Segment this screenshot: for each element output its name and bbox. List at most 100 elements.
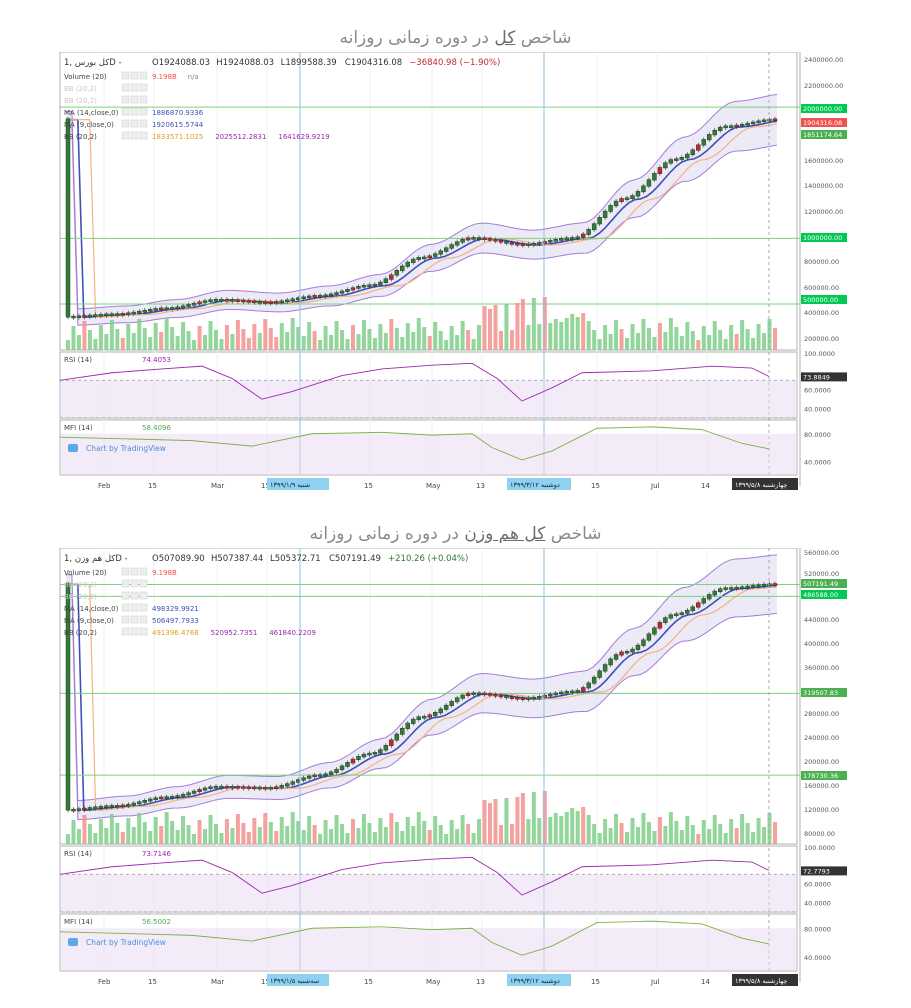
candle-body [361,284,367,288]
ohlc-value: C1904316.08 [345,58,402,68]
legend-control-icon [130,603,139,612]
candle-body [717,588,723,592]
volume-bar [126,324,131,350]
legend-label: BB (20,2) [64,97,97,105]
candle-body [630,195,635,199]
candle-body [433,712,438,716]
candle-body [104,805,109,808]
volume-bar [575,317,580,350]
volume-bar [208,321,213,350]
legend-control-icon [130,119,139,128]
volume-bar [564,318,569,350]
chart-panel-top[interactable]: کل بورس ,1D - O1924088.03 H1924088.03 L1899… [52,51,848,494]
volume-bar [93,833,98,844]
price-tick-label: 800000.00 [804,258,839,266]
volume-bar [93,339,98,350]
legend-label: MA (9,close,0) [64,121,114,129]
candle-body [586,229,591,235]
volume-bar [411,332,416,350]
volume-bar [323,326,328,350]
ohlc-symbol: کل بورس ,1D - [64,58,122,68]
volume-bar [597,339,602,350]
candle-body [186,304,191,307]
candle-body [515,243,520,246]
chart-svg-bottom[interactable]: کل هم وزن ,1D - O507089.90 H507387.44 L5053… [52,547,848,990]
candle-body [350,758,356,764]
date-badge-label: چهارشنبه ۱۳۹۹/۵/۸ [735,977,787,985]
candle-body [246,300,252,303]
date-badge [507,974,571,986]
volume-bar [625,338,630,350]
legend-control-icon [139,603,148,612]
x-tick-label: Mar [211,482,224,490]
candle-body [493,694,498,697]
candle-body [487,693,493,696]
volume-bar [334,815,339,844]
candle-body [679,157,685,160]
volume-bar [394,328,399,350]
volume-bar [603,325,608,350]
candle-body [526,243,531,246]
date-badge [267,478,329,490]
title-key: کل هم وزن [464,524,546,544]
candle-body [109,313,115,316]
legend-control-icon [130,591,139,600]
candle-body [498,240,504,243]
rsi-badge-label: 73.8849 [803,373,830,381]
volume-bar [701,326,706,350]
volume-bar [630,818,635,844]
candle-body [476,237,482,240]
legend-control-icon [139,107,148,116]
volume-bar [438,331,443,350]
volume-bar [460,321,465,350]
legend-label: BB (20,2) [64,133,97,141]
tradingview-icon [68,444,78,452]
legend-value: 498329.9921 [152,605,199,613]
volume-bar [723,833,728,844]
candle-body [712,590,717,596]
volume-bar [186,825,191,844]
candle-body [120,804,126,808]
candle-body [427,255,432,259]
candle-body [734,124,739,128]
candle-body [290,781,295,785]
candle-body [126,312,131,315]
candle-body [652,627,657,635]
candle-body [241,299,246,303]
volume-bar [257,827,262,844]
candle-body [405,722,410,729]
volume-bar [581,313,586,350]
chart-panel-bottom[interactable]: کل هم وزن ,1D - O507089.90 H507387.44 L5053… [52,547,848,990]
volume-bar [586,815,591,844]
volume-bar [471,339,476,350]
volume-bar [192,340,197,350]
chart-svg-top[interactable]: کل بورس ,1D - O1924088.03 H1924088.03 L1899… [52,51,848,494]
candle-body [422,256,427,260]
candle-body [394,270,400,276]
volume-bar [340,330,345,350]
volume-bar [416,812,421,844]
candle-body [367,284,372,287]
candle-body [224,298,230,302]
candle-body [268,301,273,304]
price-badge-label: 507191.49 [803,580,838,588]
volume-bar [466,330,471,350]
legend-label: MA (14,close,0) [64,605,119,613]
volume-bar [488,803,493,844]
candle-body [82,807,87,811]
bollinger-upper-line [65,554,778,802]
volume-bar [175,830,180,844]
mfi-label: MFI (14) [64,424,93,432]
candle-body [334,768,339,773]
rsi-badge [801,866,847,876]
volume-bar [542,791,547,844]
candle-body [345,762,350,767]
candle-body [460,239,465,243]
candle-body [515,697,520,700]
volume-bar [170,821,175,844]
chart-title-bottom: شاخص کل هم وزن در دوره زمانی روزانه [0,524,911,544]
volume-bar [493,799,498,844]
x-tick-label: 15 [148,482,157,490]
volume-bar [553,813,558,844]
candle-body [679,612,685,615]
